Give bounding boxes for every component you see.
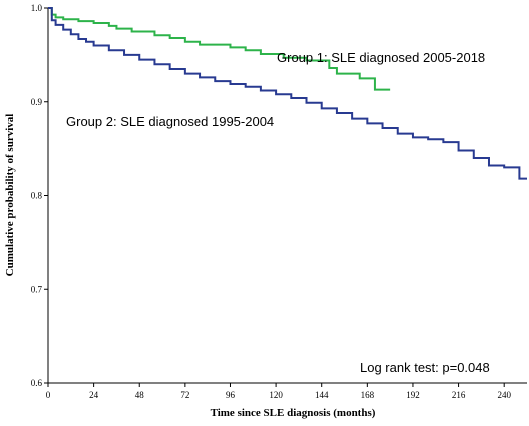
x-tick-label: 96 [226, 390, 236, 400]
y-tick-label: 0.6 [31, 378, 43, 388]
x-tick-label: 216 [452, 390, 466, 400]
y-tick-label: 0.7 [31, 284, 43, 294]
logrank-annotation: Log rank test: p=0.048 [360, 360, 490, 375]
group2-annotation: Group 2: SLE diagnosed 1995-2004 [66, 114, 274, 129]
series-line-group2 [48, 7, 527, 180]
x-tick-label: 144 [315, 390, 329, 400]
axes [44, 7, 527, 387]
x-tick-label: 192 [406, 390, 420, 400]
y-tick-label: 1.0 [31, 3, 43, 13]
x-tick-label: 72 [180, 390, 189, 400]
x-tick-label: 168 [361, 390, 375, 400]
y-axis-title: Cumulative probability of survival [4, 114, 16, 277]
group1-annotation: Group 1: SLE diagnosed 2005-2018 [277, 50, 485, 65]
x-tick-label: 240 [497, 390, 511, 400]
y-tick-label: 0.9 [31, 97, 43, 107]
tick-labels: 0 24 48 72 96 120 144 168 192 216 240 0.6 0.7 0.8 0.9 1… [31, 3, 512, 400]
series-line-group1 [48, 7, 391, 91]
x-axis-title: Time since SLE diagnosis (months) [211, 407, 376, 419]
x-tick-label: 0 [46, 390, 51, 400]
x-tick-label: 24 [89, 390, 99, 400]
x-tick-label: 120 [269, 390, 283, 400]
x-tick-label: 48 [135, 390, 145, 400]
series-group [48, 7, 527, 180]
y-tick-label: 0.8 [31, 191, 43, 201]
